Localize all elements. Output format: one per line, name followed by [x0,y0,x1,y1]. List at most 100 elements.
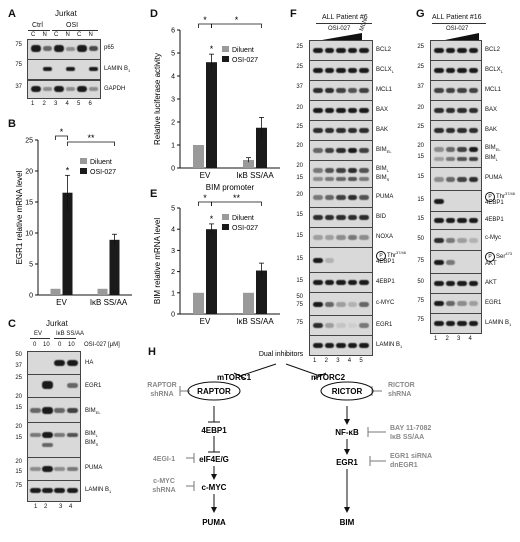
label-f-thr: P Thr37/46 [376,250,406,261]
blot-f-bid [309,207,373,228]
mw-f: 20 [296,105,303,111]
label-g-bak: BAK [485,127,498,133]
y-tick-label: 4 [171,227,175,234]
panel-a-fraction: N [65,32,70,38]
panel-a-lane-number: 1 [31,101,35,107]
panel-f-lane-number: 4 [347,358,352,364]
label-f-bimel: BIMEL [376,147,392,155]
label-g-ser: P Ser473 [485,251,512,262]
bar-diluent-0 [193,145,204,168]
mw-g: 20 [417,105,424,111]
significance-bracket [55,135,68,140]
blot-f-bimel [309,140,373,161]
mw-g: 75 [417,258,424,264]
panel-letter-h: H [148,346,156,358]
h-nfkb: NF-κB [335,428,359,437]
blot-c-lamin [27,480,81,502]
h-cmyc: c-MYC [202,483,227,492]
label-c-bimel: BIMEL [85,408,101,416]
mw-c: 20 [15,459,22,465]
y-tick-label: 0 [171,312,175,319]
mw-c: 37 [15,363,22,369]
x-category-label: EV [200,317,211,326]
label-g-egr1: EGR1 [485,300,502,306]
y-tick-label: 6 [171,28,175,35]
label-g-bax: BAX [485,107,498,113]
label-f-puma: PUMA [376,194,394,200]
label-c-puma: PUMA [85,465,103,471]
blot-g-mcl1 [430,80,482,101]
y-tick-label: 4 [171,74,175,81]
mw-c: 15 [15,469,22,475]
label-f-bcl2: BCL2 [376,47,392,53]
mw-f: 25 [296,64,303,70]
mw-f: 75 [296,302,303,308]
bar-diluent-0 [50,288,61,295]
h-bay-2: IκB SS/AA [390,434,424,441]
h-raptor-shrna-2: shRNA [150,391,173,398]
legend-swatch [222,224,229,230]
label-f-bclx: BCLXL [376,67,394,75]
label-c-biml: BIML [85,431,98,439]
significance-mark: ** [233,193,241,203]
bar-osi-027-0 [206,62,217,169]
blot-g-bcl2 [430,40,482,61]
panel-a-group-osi: OSI [66,22,79,29]
h-egr1-si-1: EGR1 siRNA [390,453,432,460]
legend-label: Diluent [232,47,254,54]
mw-g: 15 [417,216,424,222]
y-axis-label: BIM relative mRNA level [153,218,162,304]
legend-label: OSI-027 [232,225,258,232]
panel-a-lane-number: 4 [65,101,69,107]
blot-g-4ebp1 [430,211,482,230]
panel-a-cell-line: Jurkat [55,9,77,18]
h-cmyc-sh-1: c-MYC [153,478,175,485]
x-category-label: IκB SS/AA [90,298,128,307]
label-c-ha: HA [85,360,94,366]
blot-f-egr1 [309,315,373,336]
label-f-bid: BID [376,214,387,220]
blot-g-bim [430,140,482,168]
mw-f: 20 [296,143,303,149]
blot-f-biml [309,160,373,188]
mw-c: 20 [15,394,22,400]
panel-g-treatment: OSI-027 [446,26,469,32]
x-axis-label: BIM promoter [206,183,255,192]
panel-c-group-ev: EV [34,331,43,337]
h-rictor-shrna-1: RICTOR [388,382,415,389]
mw-g: 37 [417,84,424,90]
significance-mark: * [203,193,207,203]
panel-a-lane-number: 6 [88,101,92,107]
blot-g-akt [430,273,482,294]
legend-label: OSI-027 [90,169,116,176]
panel-c-dose-label: OSI-027 [μM] [84,342,120,348]
y-tick-label: 3 [171,248,175,255]
panel-g-lane-number: 4 [468,336,472,342]
blot-f-4ebp1 [309,272,373,293]
y-tick-label: 1 [171,143,175,150]
y-tick-label: 2 [171,120,175,127]
legend-swatch [80,168,87,174]
panel-letter-e: E [150,188,158,200]
blot-g-bax [430,100,482,121]
mw-a-lamin: 75 [15,62,22,68]
y-tick-label: 10 [25,231,33,238]
panel-a-lane-number: 3 [54,101,58,107]
panel-c-cell-line: Jurkat [46,319,68,328]
bar-diluent-1 [97,288,108,295]
h-cmyc-sh-2: shRNA [152,487,175,494]
significance-mark: * [235,15,239,25]
h-rictor: RICTOR [332,387,363,396]
mw-f: 15 [296,212,303,218]
panel-letter-g: G [416,8,425,20]
blot-c-ha [27,351,81,375]
y-tick-label: 3 [171,97,175,104]
bar-osi-027-1 [109,239,120,295]
panel-letter-b: B [8,118,16,130]
significance-bracket [211,201,262,206]
h-bay-1: BAY 11-7082 [390,425,431,432]
label-f-mcl1: MCL1 [376,87,393,93]
label-g-lamin: LAMIN B1 [485,320,512,328]
mw-c: 50 [15,352,22,358]
panel-c-dose: 0 [58,342,62,348]
